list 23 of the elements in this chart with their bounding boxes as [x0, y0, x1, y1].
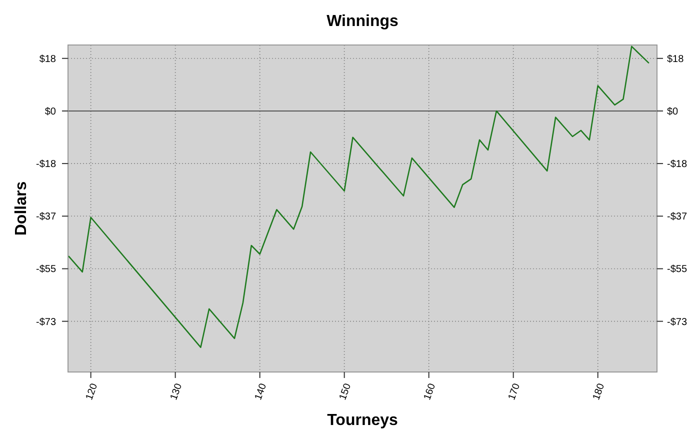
y2-tick-label: -$18 — [667, 159, 688, 170]
y-tick-label: -$18 — [36, 159, 56, 170]
x-tick-label: 180 — [591, 382, 608, 402]
y2-tick-label: -$37 — [667, 212, 688, 223]
y2-tick-label: -$55 — [667, 264, 688, 276]
x-axis-title: Tourneys — [327, 412, 398, 429]
y2-tick-label: $18 — [667, 54, 684, 65]
chart-title: Winnings — [326, 13, 399, 30]
x-tick-label: 160 — [422, 382, 438, 402]
y-tick-label: $0 — [44, 106, 56, 118]
x-tick-label: 170 — [506, 382, 523, 402]
y-tick-label: -$37 — [36, 212, 56, 223]
y-tick-label: $18 — [39, 54, 56, 65]
x-tick-label: 150 — [338, 382, 354, 402]
x-tick-label: 120 — [84, 382, 100, 402]
y-tick-label: -$55 — [36, 264, 56, 276]
y2-tick-label: -$73 — [667, 316, 688, 328]
y-axis-title: Dollars — [13, 181, 30, 236]
y-tick-label: -$73 — [36, 316, 56, 328]
line-series — [68, 46, 650, 348]
y2-tick-label: $0 — [667, 106, 679, 118]
x-tick-label: 140 — [253, 382, 270, 402]
x-tick-label: 130 — [168, 382, 185, 402]
